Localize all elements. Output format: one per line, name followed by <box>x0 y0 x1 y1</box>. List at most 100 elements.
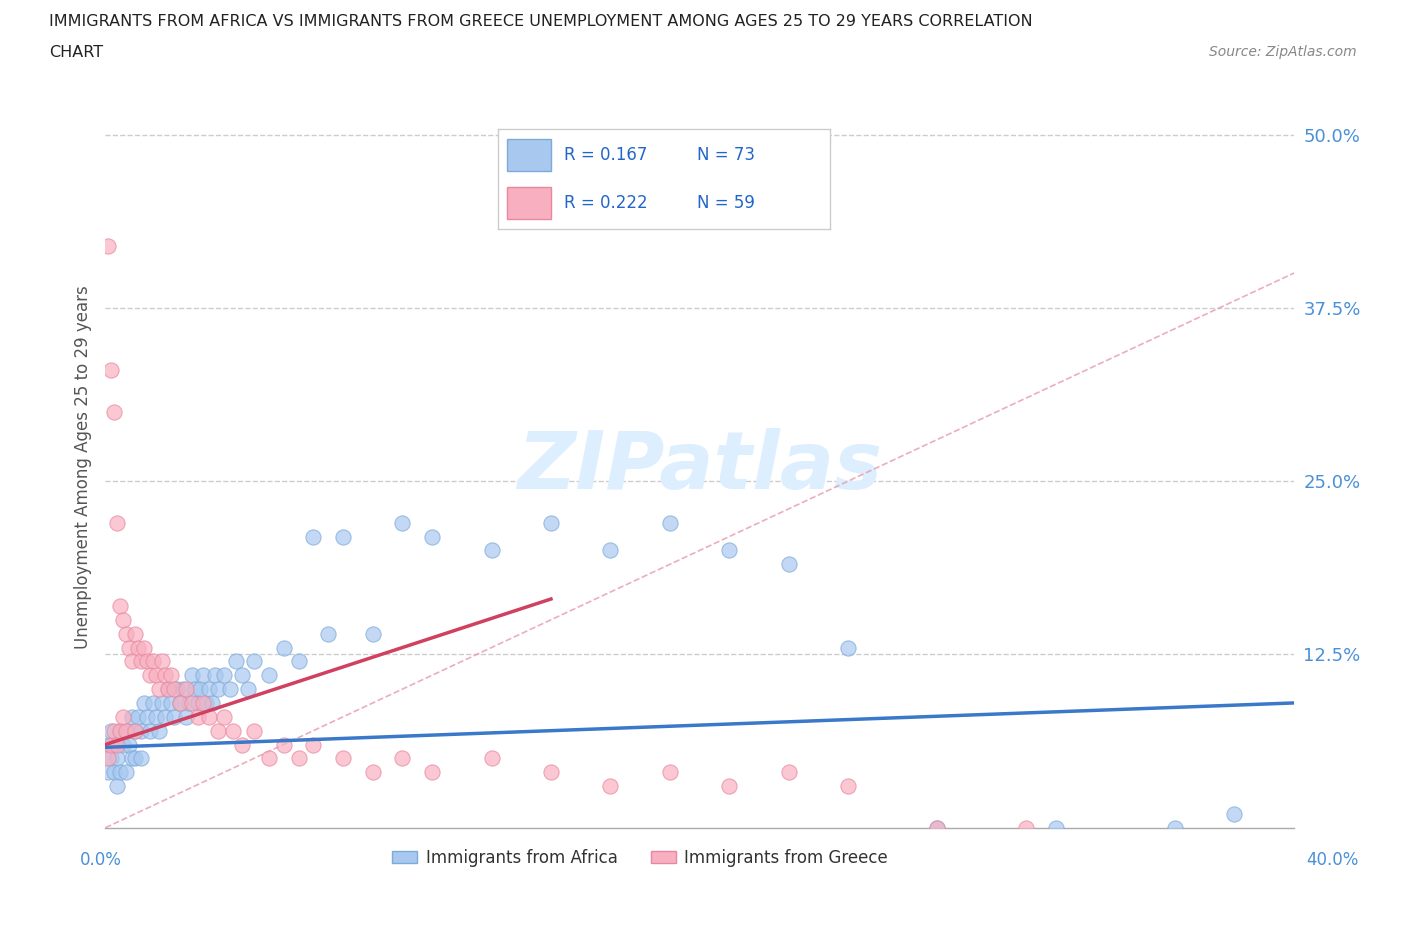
Text: 0.0%: 0.0% <box>80 851 122 870</box>
Point <box>599 778 621 793</box>
Point <box>124 724 146 738</box>
Point <box>145 668 167 683</box>
Point <box>198 710 221 724</box>
Point <box>198 682 221 697</box>
Point <box>132 640 155 655</box>
Point <box>115 724 138 738</box>
Point <box>156 682 179 697</box>
Point <box>540 515 562 530</box>
Point <box>100 737 122 752</box>
Point <box>186 710 208 724</box>
Point <box>124 626 146 641</box>
Point <box>1015 820 1038 835</box>
Point <box>97 764 120 779</box>
Text: CHART: CHART <box>49 45 103 60</box>
Point <box>361 764 384 779</box>
Point <box>193 696 215 711</box>
Point <box>148 682 170 697</box>
Point <box>214 668 236 683</box>
Point <box>287 654 309 669</box>
Point <box>110 724 132 738</box>
Point <box>219 682 242 697</box>
Point <box>153 668 176 683</box>
Text: ZIPatlas: ZIPatlas <box>517 429 882 506</box>
Point <box>112 612 135 627</box>
Point <box>201 696 224 711</box>
Point <box>150 696 173 711</box>
Point <box>332 751 354 765</box>
Point <box>718 778 741 793</box>
Point <box>153 710 176 724</box>
Y-axis label: Unemployment Among Ages 25 to 29 years: Unemployment Among Ages 25 to 29 years <box>73 286 91 649</box>
Point <box>112 710 135 724</box>
Point <box>287 751 309 765</box>
Point <box>105 778 128 793</box>
Point <box>927 820 949 835</box>
Legend: Immigrants from Africa, Immigrants from Greece: Immigrants from Africa, Immigrants from … <box>385 842 894 873</box>
Point <box>110 764 132 779</box>
Point <box>110 724 132 738</box>
Point <box>105 515 128 530</box>
Point <box>231 737 253 752</box>
Point <box>121 654 143 669</box>
Point <box>127 640 149 655</box>
Point <box>145 710 167 724</box>
Point <box>163 710 186 724</box>
Point <box>222 724 245 738</box>
Point <box>177 696 200 711</box>
Point <box>103 724 125 738</box>
Point <box>481 543 503 558</box>
Point <box>190 682 212 697</box>
Point <box>156 682 179 697</box>
Point <box>139 724 162 738</box>
Point <box>180 696 202 711</box>
Point <box>420 764 443 779</box>
Point <box>420 529 443 544</box>
Point <box>231 668 253 683</box>
Point <box>273 640 295 655</box>
Point <box>207 682 229 697</box>
Text: IMMIGRANTS FROM AFRICA VS IMMIGRANTS FROM GREECE UNEMPLOYMENT AMONG AGES 25 TO 2: IMMIGRANTS FROM AFRICA VS IMMIGRANTS FRO… <box>49 14 1033 29</box>
Point <box>159 668 181 683</box>
Point <box>118 640 141 655</box>
Point <box>316 626 339 641</box>
Point <box>257 668 280 683</box>
Point <box>332 529 354 544</box>
Point <box>302 737 325 752</box>
Point <box>195 696 218 711</box>
Point <box>139 668 162 683</box>
Point <box>100 751 122 765</box>
Point <box>142 696 165 711</box>
Point <box>183 682 205 697</box>
Point <box>186 696 208 711</box>
Point <box>105 751 128 765</box>
Point <box>778 557 800 572</box>
Point <box>204 668 226 683</box>
Point <box>361 626 384 641</box>
Point <box>124 751 146 765</box>
Point <box>174 682 197 697</box>
Point <box>121 751 143 765</box>
Point <box>129 654 152 669</box>
Point <box>169 696 191 711</box>
Point <box>124 724 146 738</box>
Point <box>658 764 681 779</box>
Point <box>103 405 125 419</box>
Point <box>837 640 859 655</box>
Point <box>718 543 741 558</box>
Point <box>129 751 152 765</box>
Point <box>1223 806 1246 821</box>
Point <box>97 238 120 253</box>
Point <box>169 696 191 711</box>
Point <box>136 710 159 724</box>
Point <box>243 654 266 669</box>
Point <box>121 710 143 724</box>
Text: Source: ZipAtlas.com: Source: ZipAtlas.com <box>1209 45 1357 59</box>
Point <box>180 668 202 683</box>
Point <box>159 696 181 711</box>
Point <box>236 682 259 697</box>
Point <box>103 737 125 752</box>
Point <box>118 737 141 752</box>
Point <box>778 764 800 779</box>
Point <box>1164 820 1187 835</box>
